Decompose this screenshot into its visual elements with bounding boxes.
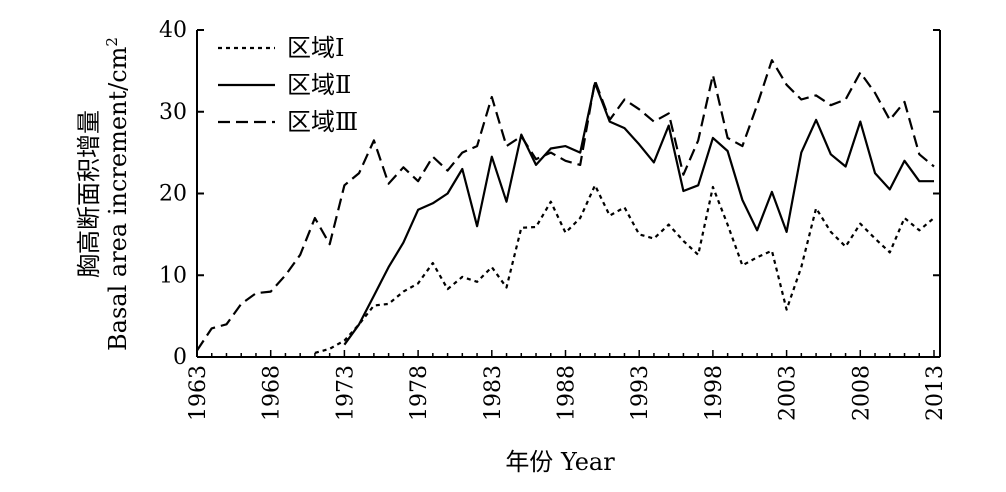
- y-axis-title-en: Basal area increment/cm2: [103, 37, 132, 351]
- x-tick-label: 2013: [923, 365, 948, 421]
- series-line-3: [196, 59, 935, 352]
- y-axis-title-superscript: 2: [103, 37, 121, 47]
- x-tick-label: 1968: [260, 365, 285, 421]
- legend: 区域Ⅰ 区域Ⅱ 区域Ⅲ: [218, 34, 358, 136]
- legend-label-3: 区域Ⅲ: [287, 108, 358, 136]
- x-tick-label: 1988: [555, 365, 580, 421]
- x-tick-label: 1963: [186, 365, 211, 421]
- x-tick-label: 1998: [702, 365, 727, 421]
- series-line-2: [343, 81, 934, 346]
- y-tick-label: 20: [159, 182, 187, 207]
- y-tick-label: 0: [173, 345, 187, 370]
- x-tick-label: 1993: [628, 365, 653, 421]
- series-line-1: [314, 184, 935, 354]
- x-tick-label: 1978: [407, 365, 432, 421]
- x-tick-label: 2008: [849, 365, 874, 421]
- series-layer: [196, 59, 935, 354]
- legend-label-1: 区域Ⅰ: [287, 34, 344, 62]
- y-tick-label: 40: [159, 18, 187, 43]
- x-tick-label: 1983: [481, 365, 506, 421]
- x-axis-title: 年份 Year: [505, 448, 615, 476]
- axes: 0 10 20 30 40 1963 1968 1973 1978 1983 1988 1993 199…: [159, 18, 948, 421]
- y-tick-label: 30: [159, 100, 187, 125]
- x-tick-label: 2003: [776, 365, 801, 421]
- legend-label-2: 区域Ⅱ: [287, 71, 351, 99]
- x-tick-label: 1973: [333, 365, 358, 421]
- y-axis-title-cn: 胸高断面积增量: [75, 110, 103, 278]
- y-axis-title-en-main: Basal area increment/cm: [104, 46, 132, 351]
- y-tick-label: 10: [159, 263, 187, 288]
